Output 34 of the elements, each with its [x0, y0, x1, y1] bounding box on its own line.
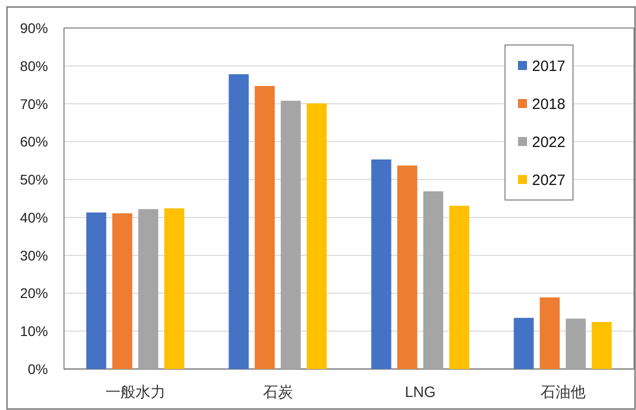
bar: [254, 86, 275, 369]
bar: [306, 103, 327, 369]
legend-label: 2027: [532, 172, 566, 189]
bar: [592, 322, 612, 369]
y-tick-label: 10%: [20, 323, 48, 340]
y-tick-label: 20%: [20, 285, 48, 302]
bar: [540, 297, 560, 369]
bar: [423, 191, 444, 369]
bar: [164, 208, 184, 369]
x-tick-label: 一般水力: [105, 384, 166, 401]
y-tick-label: 90%: [20, 20, 48, 36]
legend-label: 2017: [532, 58, 566, 75]
bar: [449, 206, 470, 369]
y-tick-label: 60%: [20, 134, 48, 150]
y-tick-label: 40%: [20, 209, 48, 226]
legend-label: 2018: [532, 96, 566, 113]
bar: [566, 318, 586, 369]
bar: [397, 166, 418, 369]
y-tick-label: 70%: [20, 96, 48, 112]
y-tick-label: 50%: [20, 172, 48, 188]
bar: [371, 159, 392, 369]
bar: [280, 100, 301, 369]
y-tick-label: 0%: [28, 361, 48, 377]
x-tick-label: 石油他: [540, 384, 586, 401]
y-tick-label: 30%: [20, 247, 48, 264]
bar: [514, 318, 534, 369]
x-tick-label: 石炭: [262, 384, 293, 401]
bar: [86, 212, 106, 369]
bar: [112, 213, 132, 369]
y-tick-label: 80%: [20, 58, 48, 74]
x-tick-label: LNG: [404, 384, 436, 401]
bar: [138, 209, 158, 369]
bar: [228, 74, 249, 369]
legend-label: 2022: [532, 134, 566, 151]
